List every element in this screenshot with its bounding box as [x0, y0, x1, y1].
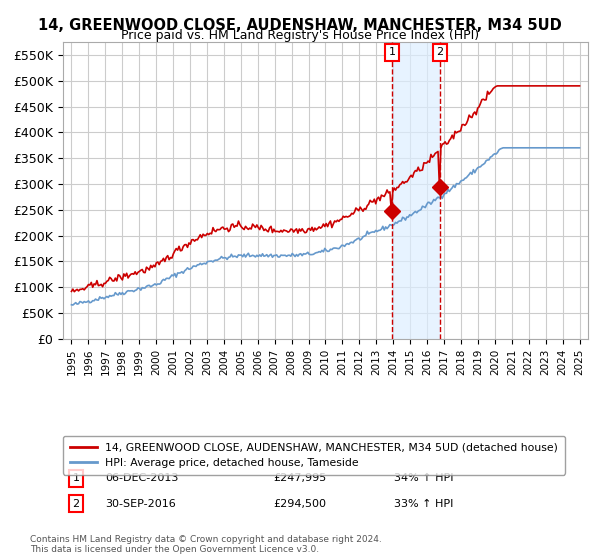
Text: 1: 1 — [388, 48, 395, 57]
Text: 30-SEP-2016: 30-SEP-2016 — [105, 498, 176, 508]
Legend: 14, GREENWOOD CLOSE, AUDENSHAW, MANCHESTER, M34 5UD (detached house), HPI: Avera: 14, GREENWOOD CLOSE, AUDENSHAW, MANCHEST… — [63, 436, 565, 475]
Text: £247,995: £247,995 — [273, 473, 326, 483]
Text: 2: 2 — [73, 498, 80, 508]
Bar — [392, 42, 440, 339]
Text: 33% ↑ HPI: 33% ↑ HPI — [394, 498, 453, 508]
Text: 06-DEC-2013: 06-DEC-2013 — [105, 473, 178, 483]
Text: Price paid vs. HM Land Registry's House Price Index (HPI): Price paid vs. HM Land Registry's House … — [121, 29, 479, 42]
Text: 34% ↑ HPI: 34% ↑ HPI — [394, 473, 453, 483]
Text: 1: 1 — [73, 473, 80, 483]
Text: £294,500: £294,500 — [273, 498, 326, 508]
Text: 2: 2 — [436, 48, 443, 57]
Text: Contains HM Land Registry data © Crown copyright and database right 2024.
This d: Contains HM Land Registry data © Crown c… — [30, 535, 382, 554]
Text: 14, GREENWOOD CLOSE, AUDENSHAW, MANCHESTER, M34 5UD: 14, GREENWOOD CLOSE, AUDENSHAW, MANCHEST… — [38, 18, 562, 33]
